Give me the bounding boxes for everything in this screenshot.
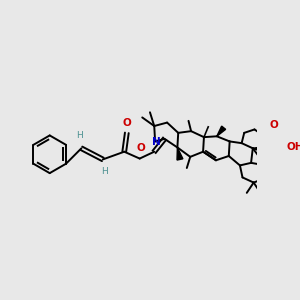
Text: O: O (136, 142, 145, 153)
Text: O: O (122, 118, 131, 128)
Text: N: N (152, 136, 161, 147)
Text: H: H (101, 167, 108, 176)
Polygon shape (253, 145, 272, 151)
Text: O: O (270, 120, 279, 130)
Text: H: H (76, 131, 83, 140)
Polygon shape (177, 147, 183, 160)
Polygon shape (217, 126, 226, 136)
Text: OH: OH (286, 142, 300, 152)
